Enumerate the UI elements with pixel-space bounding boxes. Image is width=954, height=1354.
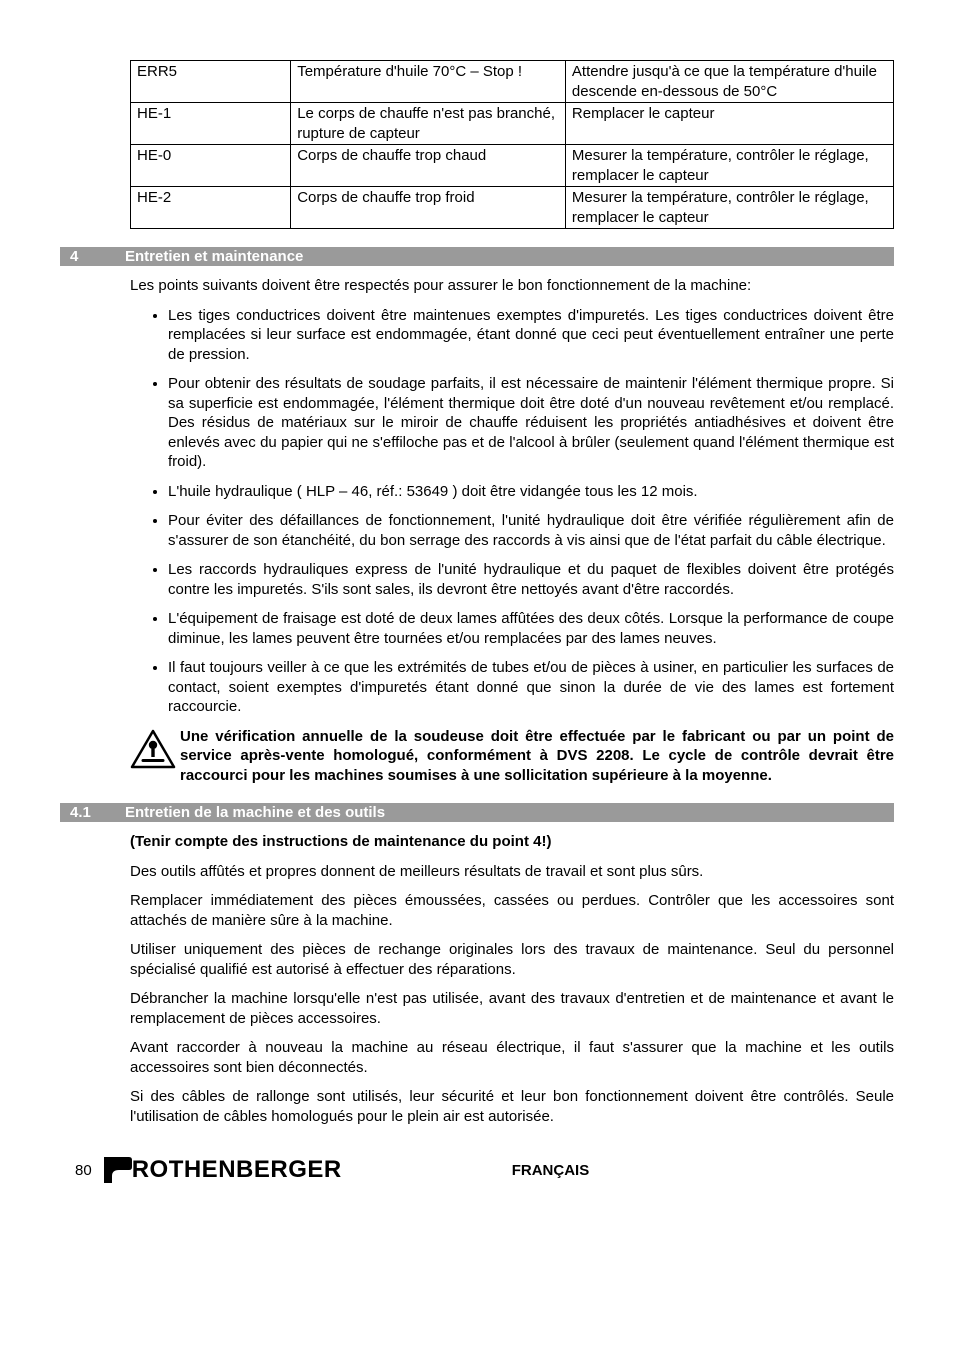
paragraph: Avant raccorder à nouveau la machine au … — [130, 1038, 894, 1077]
page-number: 80 — [75, 1162, 92, 1179]
table-cell: HE-0 — [131, 145, 291, 187]
paragraph: Débrancher la machine lorsqu'elle n'est … — [130, 989, 894, 1028]
section-41-body: (Tenir compte des instructions de mainte… — [130, 832, 894, 1126]
content-area: ERR5Température d'huile 70°C – Stop !Att… — [130, 60, 894, 229]
list-item: L'huile hydraulique ( HLP – 46, réf.: 53… — [168, 482, 894, 502]
paragraph: Remplacer immédiatement des pièces émous… — [130, 891, 894, 930]
table-cell: HE-2 — [131, 187, 291, 229]
table-row: HE-0Corps de chauffe trop chaudMesurer l… — [131, 145, 894, 187]
section-41-bold: (Tenir compte des instructions de mainte… — [130, 832, 894, 852]
section-4-bullets: Les tiges conductrices doivent être main… — [130, 306, 894, 717]
paragraph: Utiliser uniquement des pièces de rechan… — [130, 940, 894, 979]
warning-icon — [130, 729, 176, 774]
error-codes-table: ERR5Température d'huile 70°C – Stop !Att… — [130, 60, 894, 229]
warning-text: Une vérification annuelle de la soudeuse… — [180, 727, 894, 786]
section-4-title: Entretien et maintenance — [125, 248, 303, 265]
table-cell: Remplacer le capteur — [565, 103, 893, 145]
page: ERR5Température d'huile 70°C – Stop !Att… — [0, 60, 954, 1184]
table-cell: HE-1 — [131, 103, 291, 145]
section-41-number: 4.1 — [60, 804, 125, 821]
table-row: HE-1Le corps de chauffe n'est pas branch… — [131, 103, 894, 145]
page-footer: 80 ROTHENBERGER FRANÇAIS — [75, 1156, 894, 1184]
table-cell: ERR5 — [131, 61, 291, 103]
section-4-body: Les points suivants doivent être respect… — [130, 276, 894, 785]
table-cell: Température d'huile 70°C – Stop ! — [291, 61, 566, 103]
warning-block: Une vérification annuelle de la soudeuse… — [130, 727, 894, 786]
section-4-number: 4 — [60, 248, 125, 265]
table-row: ERR5Température d'huile 70°C – Stop !Att… — [131, 61, 894, 103]
paragraph: Des outils affûtés et propres donnent de… — [130, 862, 894, 882]
list-item: Il faut toujours veiller à ce que les ex… — [168, 658, 894, 717]
list-item: Les raccords hydrauliques express de l'u… — [168, 560, 894, 599]
section-41-header: 4.1Entretien de la machine et des outils — [60, 803, 894, 822]
table-row: HE-2Corps de chauffe trop froidMesurer l… — [131, 187, 894, 229]
section-41-title: Entretien de la machine et des outils — [125, 804, 385, 821]
list-item: Pour obtenir des résultats de soudage pa… — [168, 374, 894, 472]
list-item: Pour éviter des défaillances de fonction… — [168, 511, 894, 550]
table-cell: Corps de chauffe trop chaud — [291, 145, 566, 187]
paragraph: Si des câbles de rallonge sont utilisés,… — [130, 1087, 894, 1126]
section-4-intro: Les points suivants doivent être respect… — [130, 276, 894, 296]
table-cell: Mesurer la température, contrôler le rég… — [565, 145, 893, 187]
table-cell: Attendre jusqu'à ce que la température d… — [565, 61, 893, 103]
brand-text: ROTHENBERGER — [132, 1156, 342, 1184]
table-cell: Le corps de chauffe n'est pas branché, r… — [291, 103, 566, 145]
footer-language: FRANÇAIS — [512, 1162, 590, 1179]
section-4-header: 4Entretien et maintenance — [60, 247, 894, 266]
brand-logo: ROTHENBERGER — [104, 1156, 342, 1184]
list-item: L'équipement de fraisage est doté de deu… — [168, 609, 894, 648]
table-cell: Mesurer la température, contrôler le rég… — [565, 187, 893, 229]
table-cell: Corps de chauffe trop froid — [291, 187, 566, 229]
list-item: Les tiges conductrices doivent être main… — [168, 306, 894, 365]
